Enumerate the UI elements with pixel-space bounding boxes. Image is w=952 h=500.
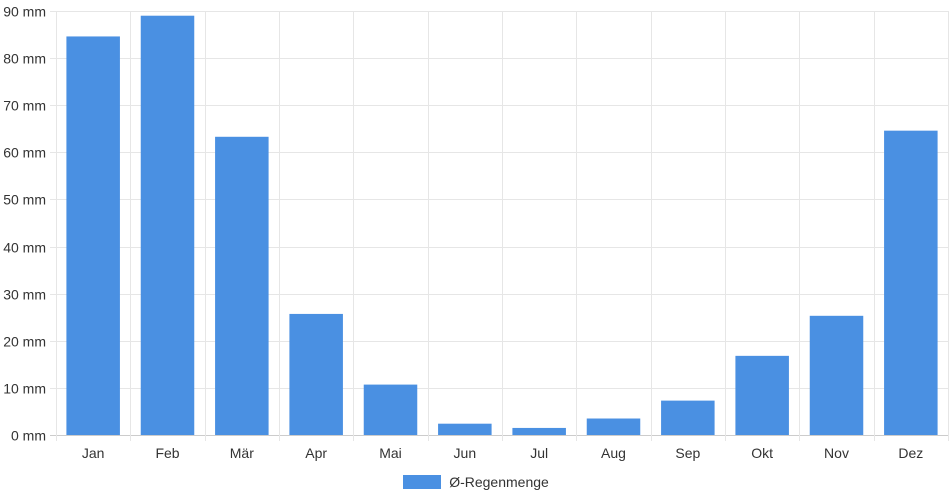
bar-Mär[interactable] [215,136,269,435]
x-axis-ticks: Jan Feb Mär Apr Mai Jun Jul Aug Sep Okt Nov Dez [82,445,923,461]
y-tick-label: 40 mm [3,240,46,256]
bar-Aug[interactable] [586,418,641,435]
y-tick-label: 0 mm [11,428,46,444]
rainfall-bar-chart: 0 mm 10 mm 20 mm 30 mm 40 mm 50 mm 60 mm 70 mm 8… [3,4,949,461]
bar-Jun[interactable] [438,423,492,435]
y-axis-ticks: 0 mm 10 mm 20 mm 30 mm 40 mm 50 mm 60 mm 70 mm 8… [3,4,46,444]
x-tick-label: Mär [230,445,254,461]
bar-Okt[interactable] [735,355,789,435]
x-tick-label: Apr [305,445,327,461]
y-tick-label: 10 mm [3,381,46,397]
x-tick-label: Jan [82,445,105,461]
grid-lines [50,11,949,441]
x-tick-label: Okt [751,445,773,461]
y-tick-label: 70 mm [3,98,46,114]
bar-Nov[interactable] [809,315,864,435]
y-tick-label: 60 mm [3,145,46,161]
x-tick-label: Aug [601,445,626,461]
bars [66,15,938,435]
x-tick-label: Jun [454,445,477,461]
bar-Apr[interactable] [289,313,343,435]
legend[interactable]: Ø-Regenmenge [0,472,952,492]
y-tick-label: 30 mm [3,287,46,303]
legend-swatch [403,475,442,489]
bar-Mai[interactable] [363,384,418,435]
bar-Jan[interactable] [66,36,120,435]
y-tick-label: 90 mm [3,4,46,20]
x-tick-label: Dez [898,445,923,461]
x-tick-label: Nov [824,445,849,461]
x-tick-label: Jul [530,445,548,461]
y-tick-label: 50 mm [3,192,46,208]
bar-Feb[interactable] [140,15,195,435]
x-tick-label: Sep [675,445,700,461]
bar-Dez[interactable] [884,130,938,435]
y-tick-label: 20 mm [3,334,46,350]
legend-label: Ø-Regenmenge [449,474,549,490]
bar-Jul[interactable] [512,427,566,435]
x-tick-label: Feb [155,445,179,461]
y-tick-label: 80 mm [3,51,46,67]
x-tick-label: Mai [379,445,402,461]
bar-Sep[interactable] [661,400,715,435]
